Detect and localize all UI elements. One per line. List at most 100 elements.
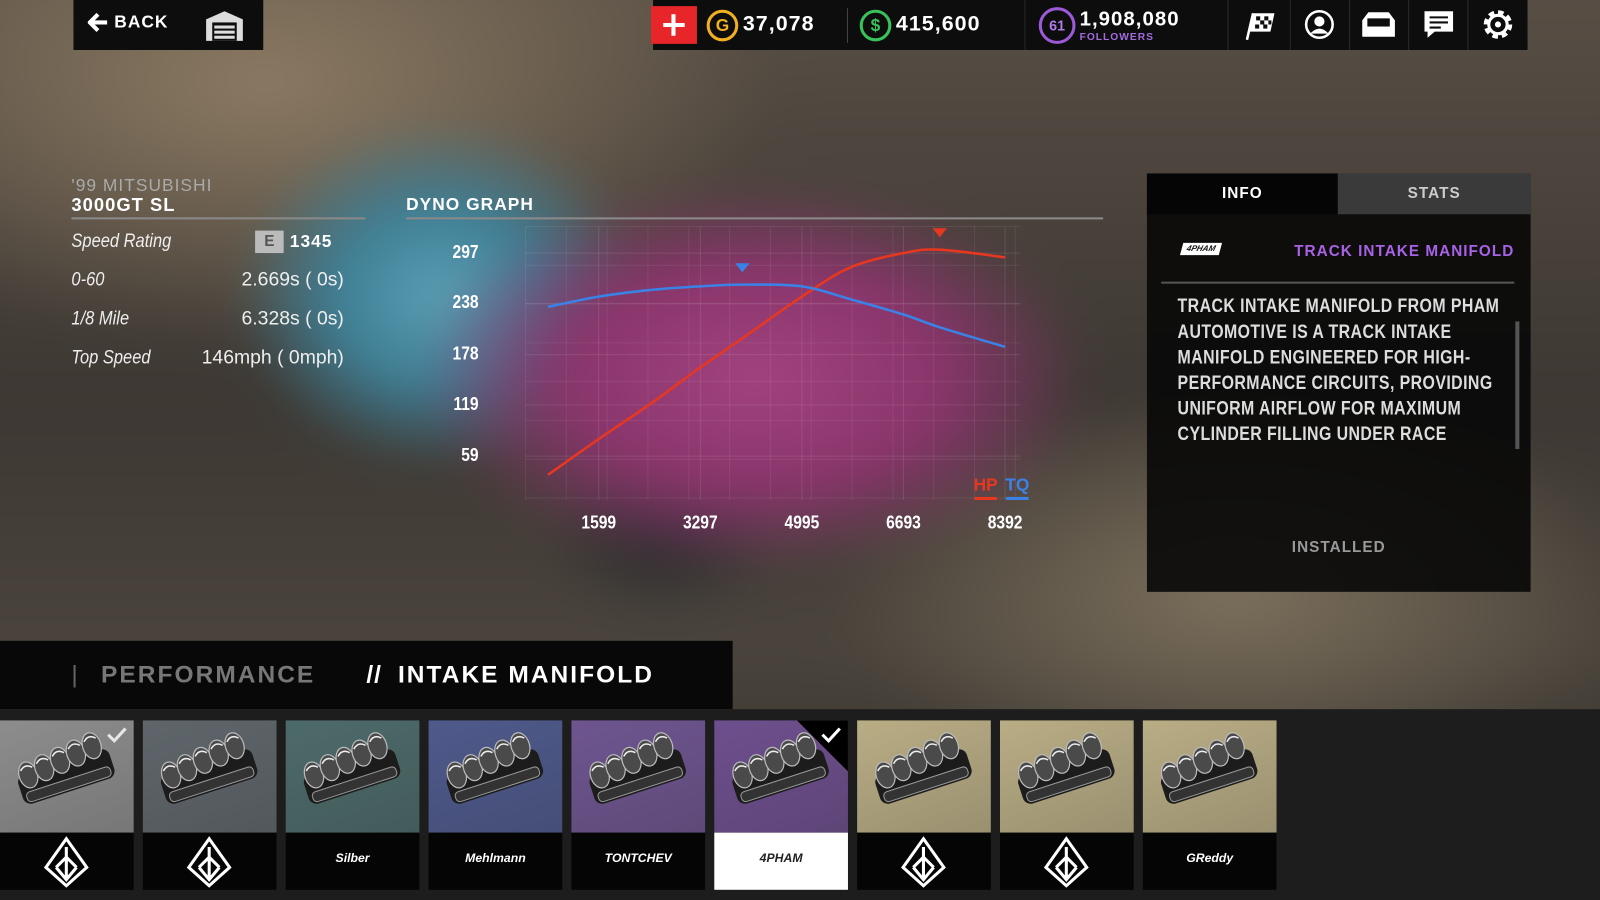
part-tile[interactable]: Mehlmann [428,720,563,890]
manifold [294,727,404,807]
race-icon[interactable] [1243,9,1278,42]
stat-label: Speed Rating [71,230,172,253]
chart-title: DYNO GRAPH [406,194,534,215]
info-tab[interactable]: INFO [1146,173,1338,215]
part-image [571,720,706,833]
gold-icon: G [706,9,739,42]
manifold-icon [866,727,975,807]
manifold [1152,727,1261,807]
part-tile[interactable] [0,720,134,890]
stat-label: 0-60 [71,269,105,291]
manifold-icon [437,727,547,807]
part-image [142,720,277,833]
part-tile[interactable] [857,720,991,890]
part-tile[interactable]: Silber [285,720,420,890]
legend-label: HP [974,474,998,494]
brand-area: Silber [285,832,420,890]
current-label: INTAKE MANIFOLD [397,661,654,689]
stat-label: Top Speed [71,346,151,369]
description-line: CYLINDER FILLING UNDER RACE [1177,423,1447,445]
brand-logo: Mehlmann [465,851,526,866]
level-badge: 61 [1038,7,1076,44]
brand-logo: Silber [335,851,370,866]
manifold [9,727,118,807]
peak-marker [735,263,750,273]
back-button[interactable]: BACK [87,12,169,33]
legend-swatch [974,496,997,500]
part-name: TRACK INTAKE MANIFOLD [1294,242,1515,261]
description-line: PERFORMANCE CIRCUITS, PROVIDING [1177,372,1493,394]
y-tick-label: 178 [453,343,479,363]
brand-logo: 4PHAM [1179,242,1223,256]
manifold [723,727,832,807]
manifold-icon [9,727,127,807]
y-tick-label: 59 [461,445,478,465]
stat-value: 1345 [289,231,333,252]
stats-tab[interactable]: STATS [1337,173,1531,215]
brand-logo: 4PHAM [759,851,803,866]
curve [547,248,1006,476]
manifold-icon [294,727,404,807]
brand-area [999,832,1134,890]
stat-value: 146mph ( 0mph) [201,346,344,369]
chat-icon[interactable] [1422,9,1455,40]
description-line: AUTOMOTIVE IS A TRACK INTAKE [1177,321,1452,343]
breadcrumb: | PERFORMANCE // INTAKE MANIFOLD [0,640,733,710]
y-tick-label: 297 [453,242,479,262]
description-line: MANIFOLD ENGINEERED FOR HIGH- [1177,346,1471,369]
followers-count: 1,908,080 [1079,8,1180,31]
part-image [857,720,991,833]
brand-area: Mehlmann [428,832,563,890]
y-tick-label: 119 [453,394,478,414]
install-status: INSTALLED [1291,538,1386,557]
car-make: '99 MITSUBISHI [71,175,213,195]
brand-logo [187,837,232,888]
brand-area [857,832,991,890]
divider [1161,281,1515,284]
x-tick-label: 3297 [683,512,718,532]
back-label: BACK [114,12,169,32]
x-tick-label: 4995 [785,512,820,532]
part-tile[interactable] [999,720,1134,890]
part-image [428,720,563,833]
stat-value: 6.328s ( 0s) [241,308,344,330]
manifold-icon [580,727,689,807]
diamond-logo [187,837,232,888]
brand-area: GReddy [1142,832,1277,890]
brand-area [142,832,277,890]
divider [406,217,1104,220]
manifold-icon [1009,727,1118,807]
cash-icon: $ [859,9,892,42]
part-tile[interactable]: TONTCHEV [571,720,706,890]
bar: | [71,661,78,689]
description-line: TRACK INTAKE MANIFOLD FROM PHAM [1177,295,1500,318]
section-label: PERFORMANCE [101,661,316,689]
profile-icon[interactable] [1303,8,1336,41]
divider [71,217,366,220]
legend-label: TQ [1005,474,1029,494]
stat-value: 2.669s ( 0s) [241,269,344,291]
x-tick-label: 8392 [988,512,1023,532]
part-tile[interactable] [142,720,277,890]
part-tile[interactable]: 4PHAM [714,720,848,890]
brand-logo: GReddy [1186,851,1234,866]
part-image [285,720,420,833]
diamond-logo [44,837,89,888]
car-model: 3000GT SL [71,194,176,216]
diamond-logo [1044,837,1089,888]
part-image [999,720,1134,833]
garage-icon[interactable] [204,9,245,42]
manifold-icon [152,727,261,807]
manifold [437,727,547,807]
x-tick-label: 1599 [581,512,616,532]
check-mark [821,727,841,744]
followers-label: FOLLOWERS [1079,31,1154,43]
buy-button[interactable] [651,6,697,44]
scrollbar [1515,321,1520,449]
garage-menu-icon[interactable] [1360,10,1397,39]
settings-icon[interactable] [1482,8,1515,41]
peak-marker [932,228,947,238]
part-tile[interactable]: GReddy [1142,720,1277,890]
